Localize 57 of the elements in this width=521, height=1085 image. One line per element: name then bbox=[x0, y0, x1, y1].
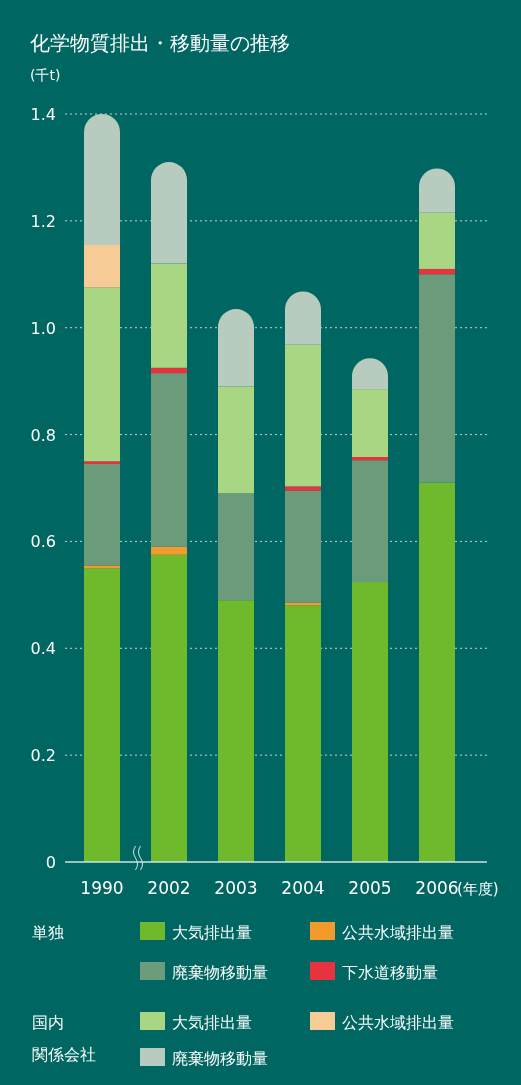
legend-label: 公共水域排出量 bbox=[342, 1013, 454, 1032]
legend-label: 大気排出量 bbox=[172, 923, 252, 942]
bar bbox=[419, 268, 455, 275]
bar bbox=[352, 389, 388, 458]
legend-label: 下水道移動量 bbox=[342, 963, 438, 982]
text: 国内 bbox=[32, 1013, 64, 1032]
text: 単独 bbox=[32, 923, 64, 942]
bar bbox=[419, 482, 455, 862]
bar bbox=[151, 367, 187, 374]
x-tick-label: 2006 bbox=[415, 878, 459, 898]
bar bbox=[84, 244, 120, 288]
bar bbox=[84, 287, 120, 462]
bar bbox=[84, 565, 120, 569]
legend-label: 公共水域排出量 bbox=[342, 923, 454, 942]
legend-label: 廃棄物移動量 bbox=[172, 1049, 268, 1068]
bar bbox=[285, 602, 321, 606]
bar bbox=[285, 344, 321, 487]
bar bbox=[151, 554, 187, 862]
bar bbox=[151, 263, 187, 368]
y-tick-label: 0.4 bbox=[30, 639, 56, 659]
bar bbox=[84, 568, 120, 862]
bar bbox=[285, 605, 321, 862]
x-tick-label: 2005 bbox=[348, 878, 392, 898]
legend-label: 大気排出量 bbox=[172, 1013, 252, 1032]
bar bbox=[151, 162, 187, 264]
bar bbox=[218, 386, 254, 494]
bar bbox=[218, 309, 254, 387]
text: 関係会社 bbox=[32, 1045, 96, 1064]
y-tick-label: 0.8 bbox=[30, 425, 56, 445]
bar bbox=[84, 461, 120, 464]
bar bbox=[151, 546, 187, 555]
y-tick-label: 1.2 bbox=[30, 211, 56, 231]
bar bbox=[84, 463, 120, 566]
bar bbox=[352, 457, 388, 461]
y-tick-label: 0 bbox=[45, 853, 56, 872]
x-tick-label: 2002 bbox=[147, 878, 191, 898]
chart-title: 化学物質排出・移動量の推移 bbox=[30, 31, 290, 55]
bar bbox=[352, 582, 388, 862]
y-tick-label: 0.6 bbox=[30, 532, 56, 552]
y-tick-label: 1.4 bbox=[30, 105, 56, 124]
bar bbox=[218, 493, 254, 601]
bar bbox=[352, 460, 388, 583]
bar bbox=[218, 600, 254, 862]
x-tick-label: 2003 bbox=[214, 878, 258, 898]
y-tick-label: 0.2 bbox=[30, 746, 56, 766]
bar bbox=[151, 373, 187, 547]
x-tick-label: 2004 bbox=[281, 878, 325, 898]
y-axis-title: (千t) bbox=[30, 67, 61, 83]
bar bbox=[419, 274, 455, 483]
bar bbox=[285, 490, 321, 603]
bar bbox=[285, 486, 321, 491]
bar bbox=[84, 114, 120, 245]
x-tick-label: 1990 bbox=[80, 878, 124, 898]
legend-label: 廃棄物移動量 bbox=[172, 963, 268, 982]
bar bbox=[419, 212, 455, 269]
x-axis-title: (年度) bbox=[457, 880, 499, 898]
y-tick-label: 1.0 bbox=[30, 318, 56, 338]
